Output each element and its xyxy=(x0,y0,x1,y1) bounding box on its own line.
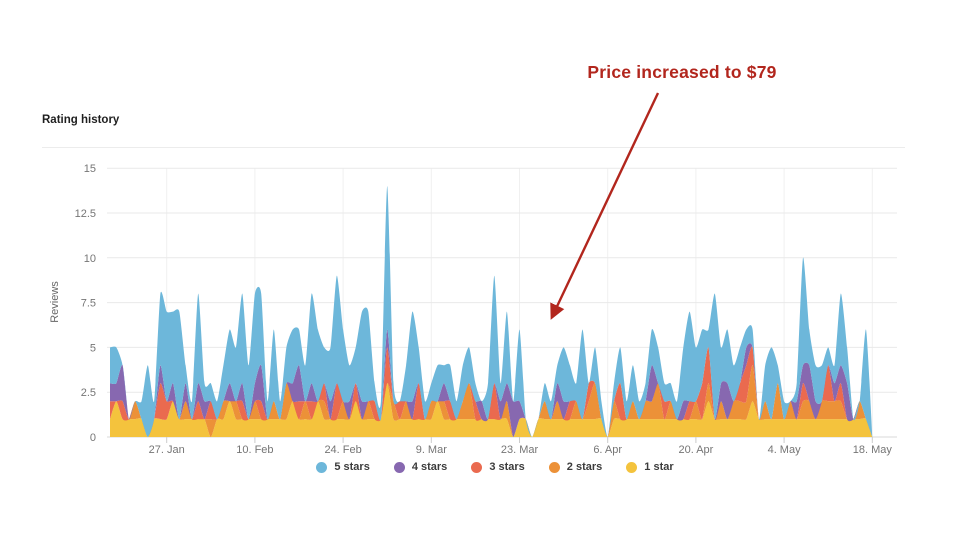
x-axis-labels: 27. Jan 10. Feb 24. Feb 9. Mar 23. Mar 6. Apr… xyxy=(149,444,893,456)
annotation-arrow xyxy=(550,92,660,320)
x-axis-label: 20. Apr xyxy=(678,444,713,456)
legend-dot-2-stars xyxy=(548,461,560,473)
chart-title: Rating history xyxy=(42,114,120,126)
legend-dot-4-stars xyxy=(393,461,405,473)
x-axis-label: 10. Feb xyxy=(236,444,273,456)
legend-item-4-stars[interactable]: 4 stars xyxy=(393,461,448,473)
area-2-stars xyxy=(110,365,873,437)
legend-item-3-stars[interactable]: 3 stars xyxy=(471,461,525,473)
y-axis-label: 0 xyxy=(90,432,96,444)
x-axis-ticks xyxy=(166,437,873,443)
legend-dot-3-stars xyxy=(471,461,483,473)
area-5-stars xyxy=(110,186,873,437)
y-axis-title: Reviews xyxy=(49,281,61,323)
y-axis-label: 10 xyxy=(84,253,96,265)
x-axis-label: 24. Feb xyxy=(324,444,361,456)
y-axis-label: 12.5 xyxy=(75,208,96,220)
legend-item-1-star[interactable]: 1 star xyxy=(626,461,674,473)
x-axis-label: 18. May xyxy=(853,444,893,456)
legend-label: 4 stars xyxy=(411,461,448,473)
y-axis-label: 5 xyxy=(90,342,96,354)
legend-label: 2 stars xyxy=(566,461,603,473)
y-axis-labels: 0 2.5 5 7.5 10 12.5 15 xyxy=(75,163,96,444)
area-1-star xyxy=(110,383,873,437)
area-3-stars xyxy=(110,346,873,437)
area-4-stars xyxy=(110,329,873,437)
legend-label: 3 stars xyxy=(489,461,525,473)
legend-label: 5 stars xyxy=(334,461,370,473)
annotation-text: Price increased to $79 xyxy=(587,62,777,82)
y-axis-label: 15 xyxy=(84,163,96,175)
legend-dot-1-star xyxy=(626,461,638,473)
chart-legend: 5 stars 4 stars 3 stars 2 stars 1 star xyxy=(110,461,880,473)
legend-item-5-stars[interactable]: 5 stars xyxy=(316,461,370,473)
y-axis-label: 7.5 xyxy=(81,298,96,310)
stacked-areas xyxy=(110,186,873,437)
legend-dot-5-stars xyxy=(316,461,328,473)
x-axis-label: 9. Mar xyxy=(416,444,448,456)
x-axis-label: 27. Jan xyxy=(149,444,185,456)
y-axis-label: 2.5 xyxy=(81,387,96,399)
divider xyxy=(42,147,905,148)
x-axis-label: 23. Mar xyxy=(501,444,539,456)
legend-item-2-stars[interactable]: 2 stars xyxy=(548,461,603,473)
x-axis-label: 4. May xyxy=(768,444,802,456)
x-axis-label: 6. Apr xyxy=(593,444,622,456)
legend-label: 1 star xyxy=(644,461,674,473)
